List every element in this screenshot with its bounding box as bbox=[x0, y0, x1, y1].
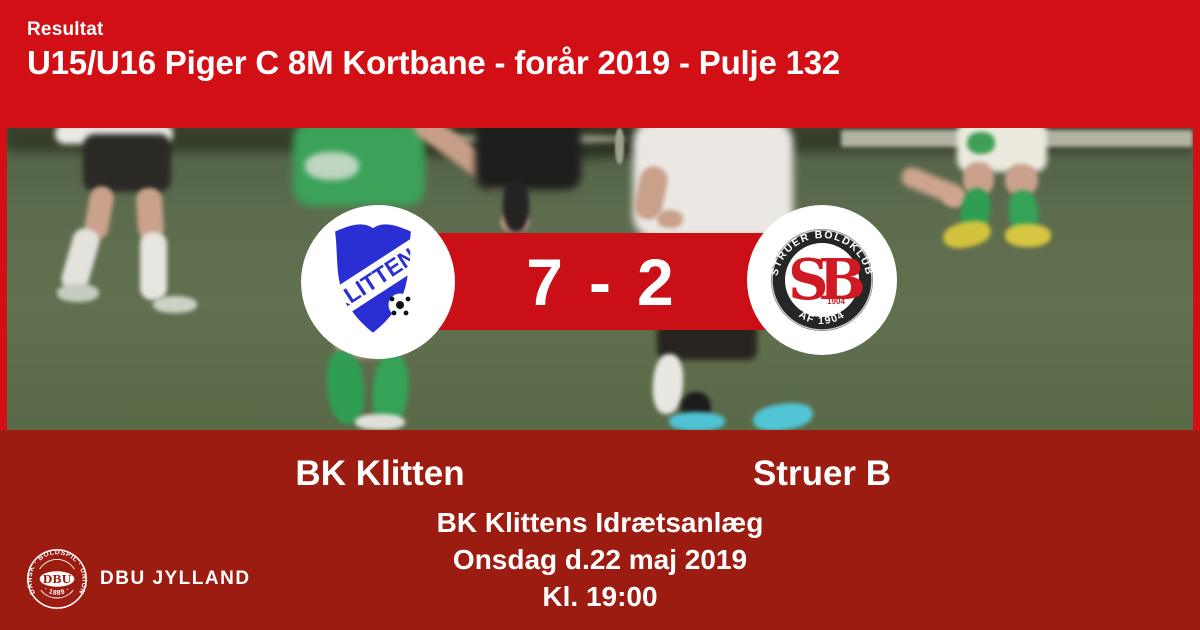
match-info: BK Klittens Idrætsanlæg Onsdag d.22 maj … bbox=[0, 504, 1200, 615]
away-score: 2 bbox=[636, 244, 674, 319]
player-figure-green bbox=[355, 414, 405, 430]
match-photo bbox=[7, 128, 1193, 430]
away-club-badge: STRUER BOLDKLUB AF 1904 SB 1904 bbox=[747, 205, 897, 355]
match-venue: BK Klittens Idrætsanlæg bbox=[436, 507, 764, 538]
player-figure-white bbox=[657, 210, 683, 228]
brand-name: DBU JYLLAND bbox=[100, 568, 251, 589]
player-figure bbox=[57, 284, 99, 302]
player-figure-right bbox=[1005, 224, 1051, 247]
away-club-year: 1904 bbox=[827, 297, 845, 306]
player-figure-right bbox=[967, 132, 995, 154]
svg-text:· 1889 ·: · 1889 · bbox=[43, 586, 72, 597]
player-figure-white bbox=[751, 399, 815, 430]
home-club-logo-icon: KLITTEN bbox=[332, 222, 414, 336]
competition-title: U15/U16 Piger C 8M Kortbane - forår 2019… bbox=[27, 44, 841, 81]
dbu-logo-icon: DANSK · BOLDSPIL · UNION · 1889 · DBU bbox=[27, 549, 87, 609]
footer: BK Klitten Struer B BK Klittens Idrætsan… bbox=[0, 430, 1200, 630]
player-figure-green bbox=[305, 152, 359, 180]
player-figure-green bbox=[323, 348, 368, 426]
brand: DANSK · BOLDSPIL · UNION · 1889 · DBU DB… bbox=[26, 548, 251, 610]
away-club-monogram: SB bbox=[788, 247, 863, 313]
match-time: Kl. 19:00 bbox=[542, 581, 658, 612]
svg-text:AF 1904: AF 1904 bbox=[797, 308, 848, 327]
dbu-ring-bottom-text: · 1889 · bbox=[43, 586, 71, 597]
home-club-badge: KLITTEN bbox=[301, 205, 455, 359]
result-kicker: Resultat bbox=[27, 19, 104, 40]
home-score: 7 bbox=[526, 244, 563, 319]
home-team-name: BK Klitten bbox=[295, 454, 465, 493]
player-figure bbox=[83, 134, 171, 192]
away-club-logo-icon: STRUER BOLDKLUB AF 1904 SB 1904 bbox=[769, 229, 874, 331]
away-team-name: Struer B bbox=[752, 454, 892, 493]
player-figure-right bbox=[940, 217, 994, 252]
match-date: Onsdag d.22 maj 2019 bbox=[452, 544, 748, 575]
player-figure-white bbox=[650, 353, 686, 415]
referee-figure bbox=[475, 128, 581, 190]
player-figure bbox=[140, 232, 167, 300]
dbu-monogram: DBU bbox=[43, 573, 72, 586]
header: Resultat U15/U16 Piger C 8M Kortbane - f… bbox=[27, 17, 1180, 83]
score-separator: - bbox=[589, 244, 611, 319]
photo-goal-post bbox=[615, 128, 624, 164]
player-figure-white bbox=[669, 412, 725, 430]
away-club-ring-bottom-text: AF 1904 bbox=[797, 308, 846, 327]
player-figure bbox=[153, 296, 197, 313]
referee-figure bbox=[503, 180, 529, 232]
